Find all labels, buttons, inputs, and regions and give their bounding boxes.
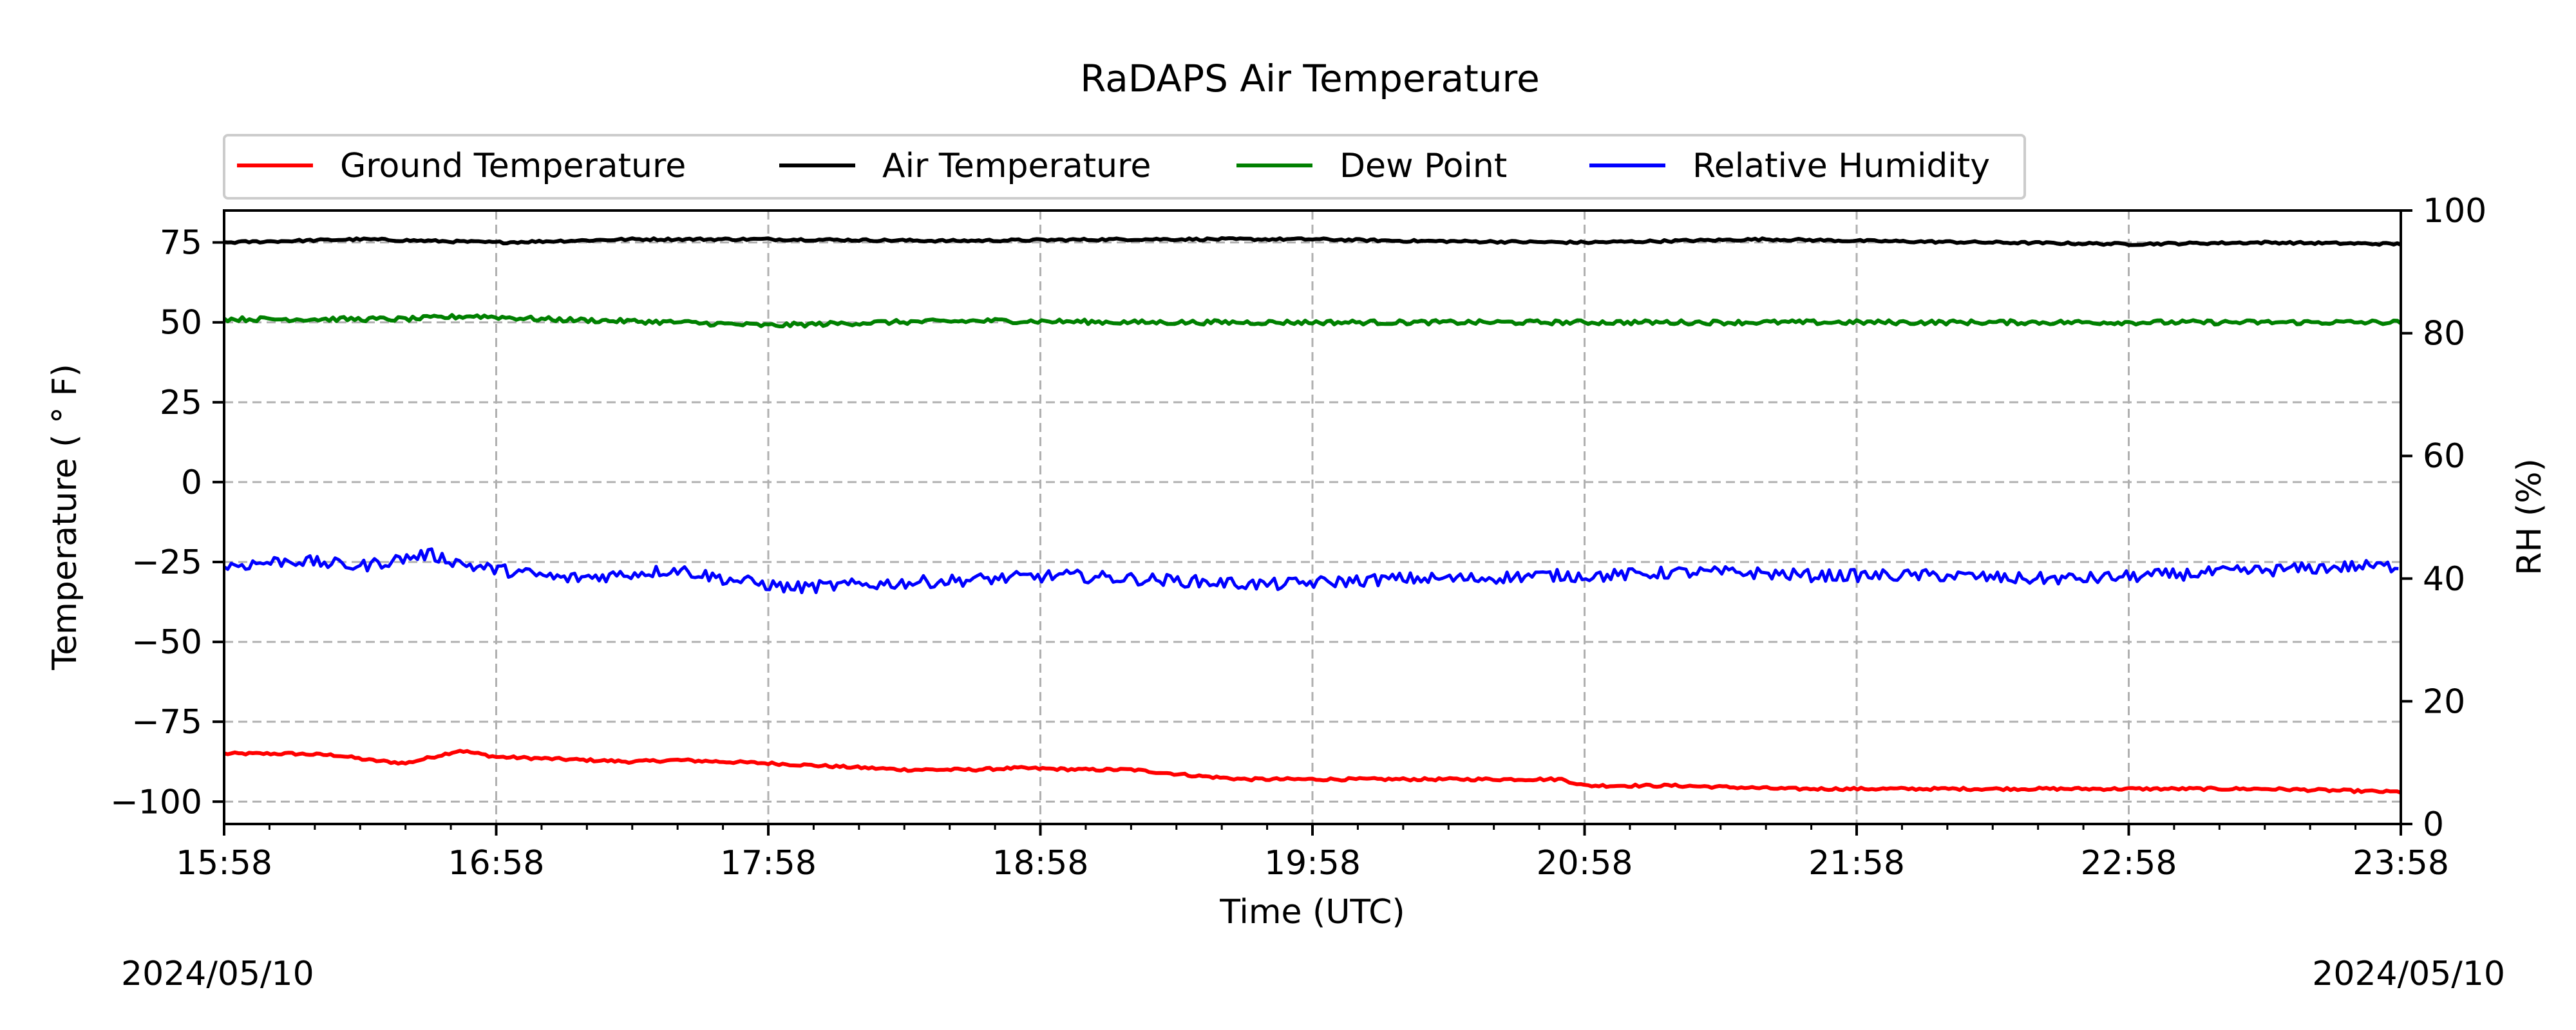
y-tick-label: −75 xyxy=(131,703,202,742)
series-line-1 xyxy=(223,236,2402,247)
y-tick-label: 50 xyxy=(160,304,202,342)
x-tick-label: 19:58 xyxy=(1264,844,1361,883)
series-line-0 xyxy=(223,749,2402,795)
y-tick-label: 25 xyxy=(160,384,202,422)
chart-title: RaDAPS Air Temperature xyxy=(1080,57,1540,100)
x-tick-label: 20:58 xyxy=(1537,844,1633,883)
y-tick-label: 75 xyxy=(160,224,202,263)
x-tick-label: 16:58 xyxy=(448,844,545,883)
date-right: 2024/05/10 xyxy=(2312,955,2505,993)
legend-label: Ground Temperature xyxy=(340,147,686,185)
date-left: 2024/05/10 xyxy=(121,955,314,993)
x-tick-label: 18:58 xyxy=(992,844,1089,883)
x-tick-label: 22:58 xyxy=(2081,844,2177,883)
y-axis-right: 0 20 40 60 80 100 xyxy=(2401,192,2486,844)
y2-tick-label: 40 xyxy=(2423,560,2465,599)
series-line-2 xyxy=(223,313,2402,329)
y-tick-label: −25 xyxy=(131,543,202,582)
grid xyxy=(224,211,2401,824)
x-axis-label: Time (UTC) xyxy=(1219,893,1405,932)
series-layer xyxy=(223,236,2402,795)
y-axis-label: Temperature ( ° F) xyxy=(46,364,84,670)
legend-frame xyxy=(223,134,2026,200)
y2-tick-label: 60 xyxy=(2423,437,2465,476)
x-tick-label: 21:58 xyxy=(1808,844,1905,883)
x-tick-label: 23:58 xyxy=(2353,844,2449,883)
y2-tick-label: 80 xyxy=(2423,315,2465,353)
y-tick-label: 0 xyxy=(181,464,202,502)
y2-tick-label: 0 xyxy=(2423,805,2444,844)
x-tick-label: 17:58 xyxy=(720,844,817,883)
series-line-3 xyxy=(223,547,2399,594)
y-axis-left: 75 50 25 0 −25 −50 −75 −100 xyxy=(110,224,224,821)
y-tick-label: −50 xyxy=(131,623,202,662)
y2-tick-label: 100 xyxy=(2423,192,2486,230)
x-tick-label: 15:58 xyxy=(176,844,272,883)
legend-label: Dew Point xyxy=(1340,147,1507,185)
legend-label: Relative Humidity xyxy=(1692,147,1990,185)
y2-axis-label: RH (%) xyxy=(2510,458,2549,576)
legend: Ground Temperature Air Temperature Dew Poi… xyxy=(223,134,2026,200)
y2-tick-label: 20 xyxy=(2423,682,2465,721)
x-axis: 15:58 16:58 17:58 18:58 19:58 20:58 21:58 22:58… xyxy=(176,824,2449,883)
legend-label: Air Temperature xyxy=(882,147,1151,185)
y-tick-label: −100 xyxy=(110,783,202,821)
